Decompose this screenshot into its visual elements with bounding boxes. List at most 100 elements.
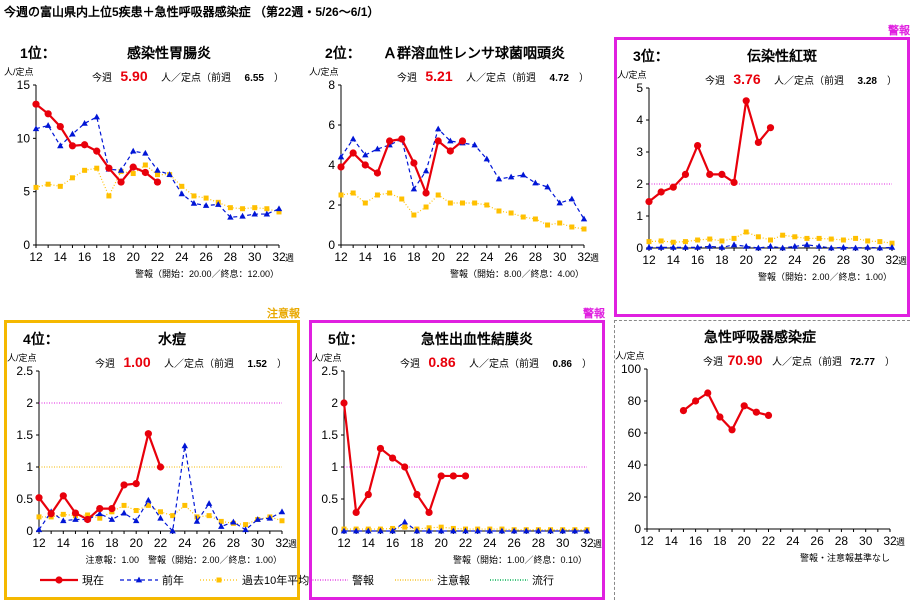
data-point [374, 145, 381, 152]
x-tick-label: 18 [105, 536, 119, 550]
x-tick-label: 30 [248, 250, 262, 264]
data-point [755, 244, 762, 251]
x-tick-label: 22 [764, 253, 778, 267]
data-point [337, 153, 345, 160]
prev-week-value: 72.77 [850, 357, 875, 368]
x-tick-label: 22 [456, 250, 470, 264]
legend-label: 過去10年平均 [242, 573, 309, 587]
y-tick-label: 2 [331, 396, 338, 410]
legend-svg: 現在 前年 過去10年平均 警報 注意報 流行 [40, 573, 554, 587]
y-tick-label: 0.5 [16, 492, 33, 506]
data-point [82, 167, 88, 173]
data-point [707, 236, 713, 242]
data-point [401, 518, 408, 525]
series-line [648, 100, 772, 203]
data-point [153, 178, 162, 186]
data-point [130, 171, 136, 177]
data-point [96, 505, 104, 513]
data-point [657, 243, 665, 250]
data-point [743, 229, 749, 235]
data-point [120, 509, 128, 516]
data-point [182, 502, 188, 508]
data-point [108, 516, 116, 522]
data-point [276, 209, 282, 215]
data-point [568, 195, 576, 202]
prev-week-value: 3.28 [858, 76, 878, 87]
data-point [535, 527, 542, 534]
data-point [458, 137, 467, 145]
data-point [252, 205, 258, 211]
series-current [35, 429, 165, 524]
unit-prev-label: 人／定点（前週 [161, 71, 231, 84]
y-tick-label: 2 [26, 396, 33, 410]
data-point [227, 213, 234, 220]
rank-label: 4位： [23, 331, 59, 347]
series-current [337, 135, 467, 197]
data-point [507, 173, 515, 180]
data-point [85, 512, 91, 518]
x-tick-label: 24 [178, 536, 192, 550]
data-point [864, 243, 871, 250]
legend-label: 注意報 [437, 573, 470, 587]
data-point [547, 527, 554, 534]
prev-week-value: 4.72 [550, 73, 570, 84]
y-tick-label: 1 [331, 460, 338, 474]
data-point [93, 113, 100, 120]
data-point [791, 243, 798, 249]
data-point [117, 178, 125, 186]
data-point [865, 238, 871, 244]
data-point [33, 184, 39, 190]
data-point [557, 220, 563, 226]
x-tick-label: 28 [837, 253, 851, 267]
data-point [580, 215, 588, 222]
y-unit-label: 人/定点 [309, 66, 339, 77]
data-point [239, 212, 246, 219]
x-tick-label: 30 [251, 536, 265, 550]
data-point [731, 235, 737, 241]
data-point [498, 527, 506, 534]
series-current [679, 389, 773, 434]
data-point [495, 175, 503, 182]
data-point [520, 214, 526, 220]
data-point [422, 189, 430, 197]
legend-item-attention: 注意報 [395, 573, 470, 587]
close-paren: ） [277, 358, 287, 370]
series-avg10 [646, 229, 895, 246]
x-tick-label: 12 [334, 250, 348, 264]
data-point [425, 527, 433, 534]
data-point [68, 142, 77, 150]
data-point [792, 234, 798, 240]
data-point [47, 510, 55, 518]
x-tick-label: 14 [362, 536, 376, 550]
data-point [438, 524, 444, 530]
data-point [166, 171, 173, 177]
data-point [545, 222, 551, 228]
data-point [243, 522, 249, 528]
data-point [508, 210, 514, 216]
data-point [93, 147, 101, 155]
data-point [389, 527, 396, 534]
x-unit-label: 週 [590, 253, 599, 263]
data-point [569, 224, 575, 230]
data-point [401, 463, 409, 471]
disease-name: 伝染性紅斑 [747, 48, 817, 64]
x-tick-label: 22 [762, 534, 776, 548]
y-tick-label: 6 [328, 118, 335, 132]
y-tick-label: 60 [628, 426, 642, 440]
data-point [170, 513, 176, 519]
data-point [706, 243, 713, 249]
data-point [754, 138, 762, 146]
close-paren: ） [274, 72, 284, 84]
data-point [716, 413, 724, 421]
close-paren: ） [885, 356, 895, 368]
rank-label: 3位： [633, 48, 669, 64]
data-point [450, 527, 457, 534]
x-tick-label: 32 [883, 534, 897, 548]
data-point [471, 141, 478, 148]
this-week-value: 1.00 [123, 354, 150, 370]
data-point [425, 508, 433, 517]
data-point [218, 518, 224, 524]
legend: 現在 前年 過去10年平均 警報 注意報 流行 [40, 573, 600, 591]
data-point [571, 527, 579, 534]
y-tick-label: 0 [331, 524, 338, 538]
